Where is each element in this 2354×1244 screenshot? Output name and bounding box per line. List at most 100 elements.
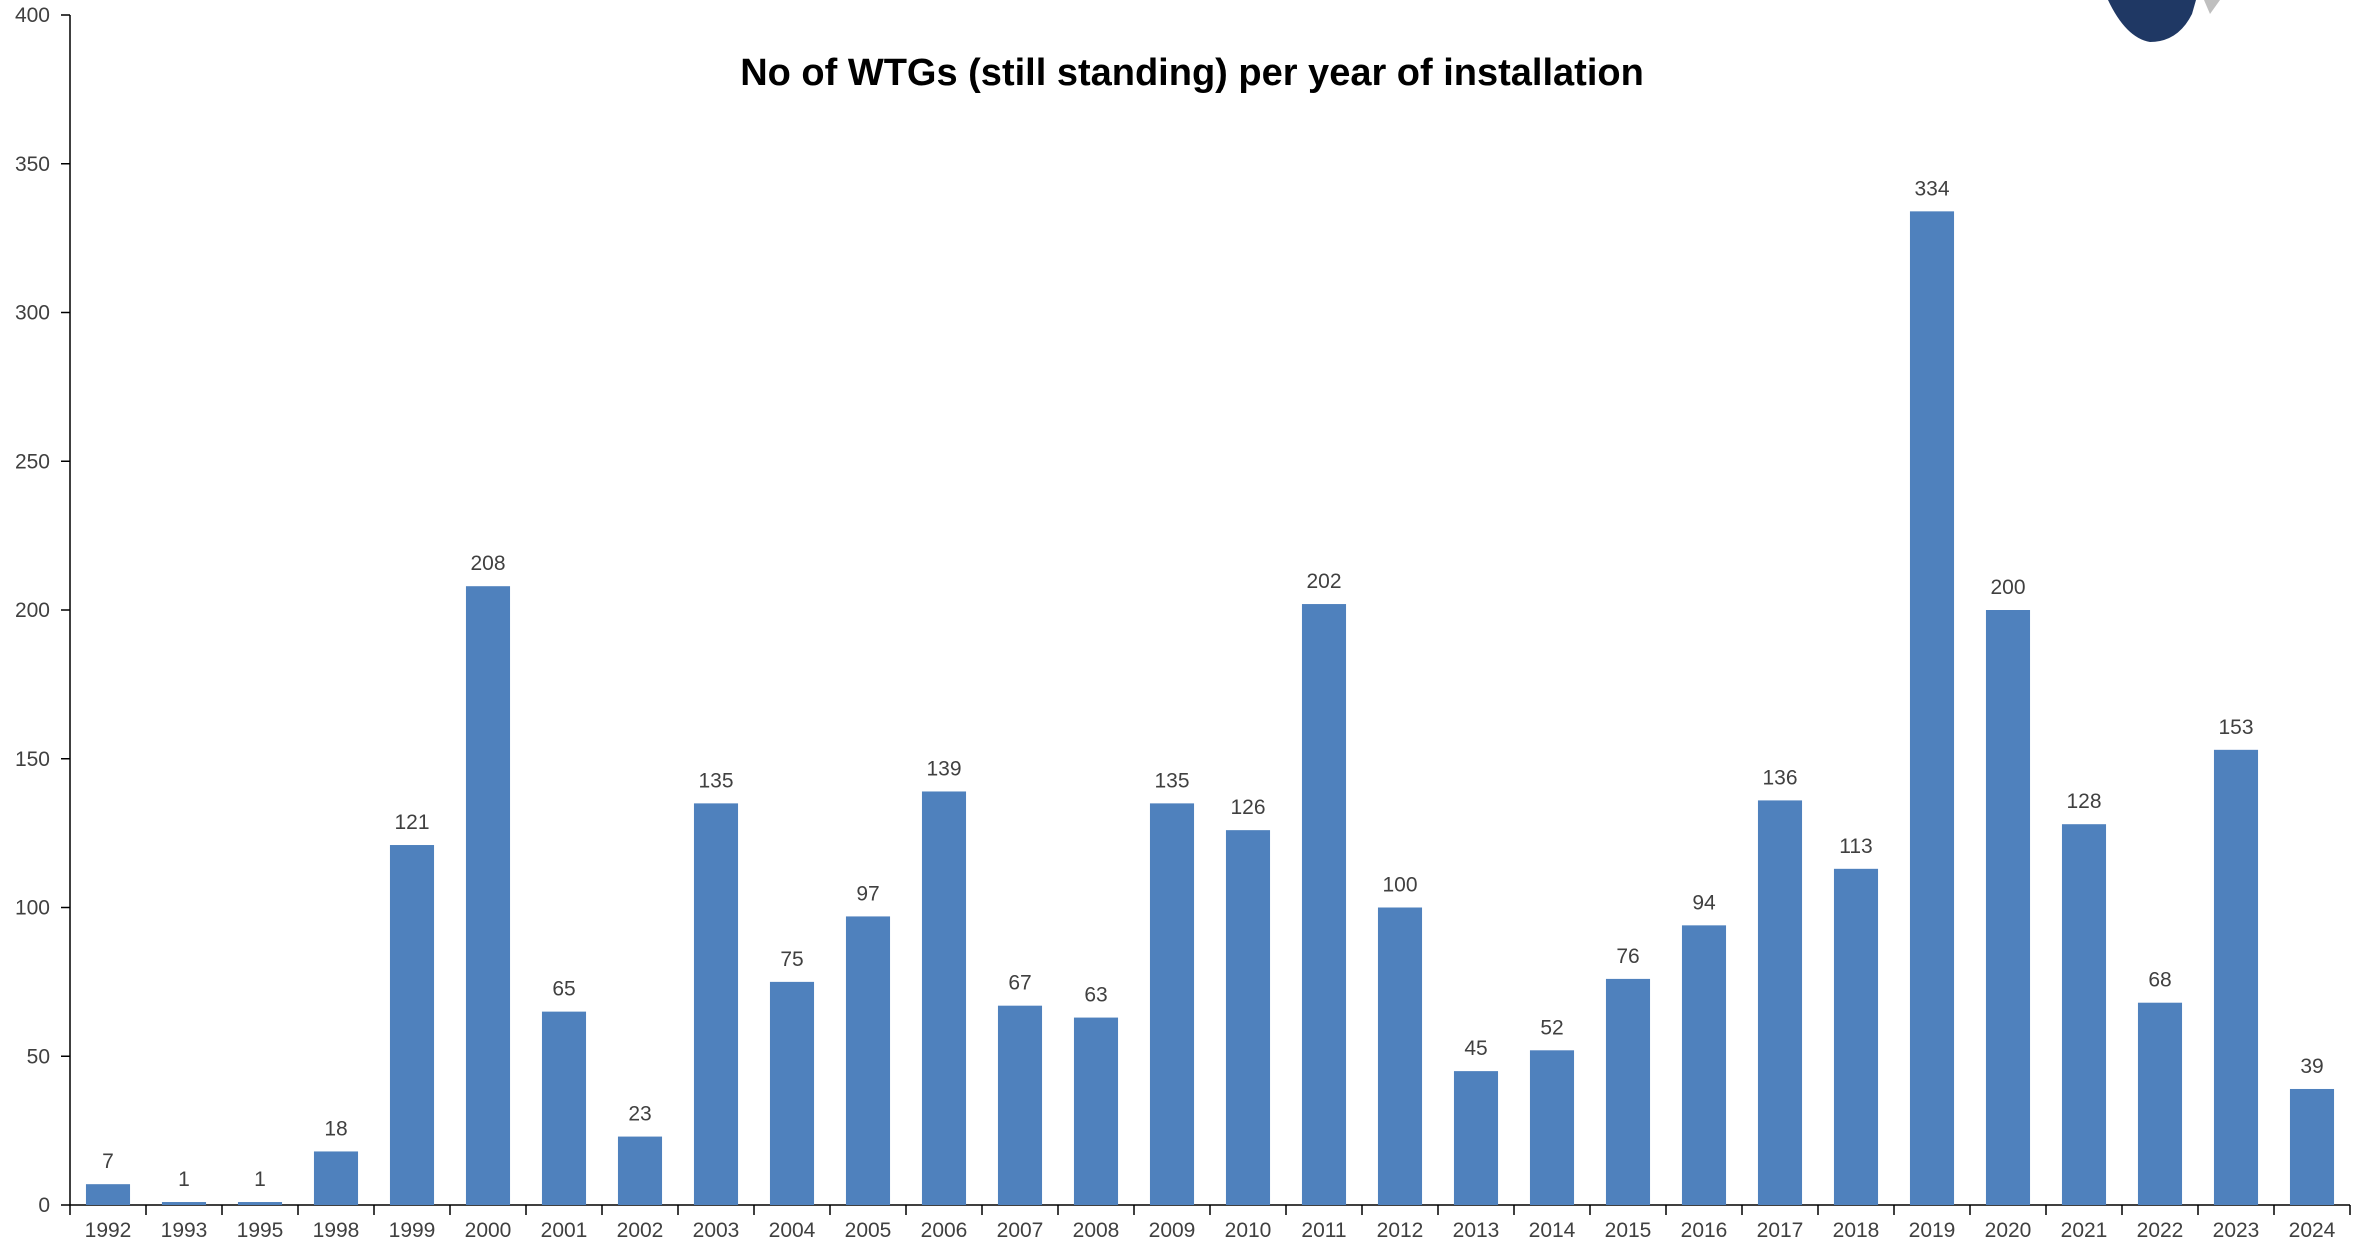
logo-shape-primary — [2108, 0, 2196, 42]
bar — [161, 1202, 207, 1205]
data-label: 39 — [2300, 1055, 2323, 1078]
data-label: 23 — [628, 1103, 651, 1126]
data-label: 94 — [1692, 891, 1716, 914]
bar — [2137, 1002, 2183, 1205]
data-label: 1 — [254, 1168, 266, 1191]
x-tick-label: 2003 — [693, 1219, 740, 1242]
y-tick-label: 50 — [27, 1045, 50, 1068]
x-tick-label: 2011 — [1301, 1219, 1346, 1242]
data-label: 45 — [1464, 1037, 1487, 1060]
bar — [1225, 830, 1271, 1205]
bar — [1377, 907, 1423, 1205]
logo-shape-secondary — [2204, 0, 2220, 14]
bar — [541, 1011, 587, 1205]
data-label: 63 — [1084, 984, 1107, 1007]
bar — [1681, 925, 1727, 1205]
x-tick-label: 2002 — [617, 1219, 664, 1242]
x-tick-label: 2023 — [2213, 1219, 2260, 1242]
bar — [1529, 1050, 1575, 1205]
bar — [693, 803, 739, 1205]
x-tick-label: 2004 — [769, 1219, 816, 1242]
data-label: 139 — [926, 757, 961, 780]
x-tick-label: 2021 — [2061, 1219, 2108, 1242]
data-label: 100 — [1382, 874, 1417, 897]
x-tick-label: 2009 — [1149, 1219, 1196, 1242]
data-label: 200 — [1990, 576, 2025, 599]
bar — [1909, 211, 1955, 1206]
bar — [1149, 803, 1195, 1205]
data-label: 128 — [2066, 790, 2101, 813]
data-label: 76 — [1616, 945, 1639, 968]
x-tick-label: 2000 — [465, 1219, 512, 1242]
data-label: 136 — [1762, 766, 1797, 789]
bar — [2061, 824, 2107, 1205]
bar — [465, 586, 511, 1205]
y-tick-label: 150 — [15, 748, 50, 771]
data-label: 208 — [470, 552, 505, 575]
bar — [85, 1184, 131, 1205]
data-label: 153 — [2218, 716, 2253, 739]
bar — [2289, 1088, 2335, 1205]
data-label: 75 — [780, 948, 803, 971]
x-tick-label: 1992 — [85, 1219, 132, 1242]
data-label: 97 — [856, 882, 879, 905]
data-label: 202 — [1306, 570, 1341, 593]
company-logo-icon — [2108, 0, 2220, 42]
data-label: 135 — [1154, 769, 1189, 792]
x-tick-label: 1995 — [237, 1219, 284, 1242]
bar — [921, 791, 967, 1205]
data-label: 65 — [552, 978, 575, 1001]
bar — [1757, 800, 1803, 1205]
x-tick-label: 2001 — [541, 1219, 588, 1242]
y-tick-label: 300 — [15, 302, 50, 325]
data-label: 52 — [1540, 1016, 1563, 1039]
data-label: 113 — [1839, 835, 1872, 858]
y-tick-label: 250 — [15, 450, 50, 473]
x-tick-label: 1999 — [389, 1219, 436, 1242]
data-label: 67 — [1008, 972, 1031, 995]
data-label: 7 — [102, 1150, 114, 1173]
data-label: 68 — [2148, 969, 2171, 992]
bar — [389, 845, 435, 1205]
bar — [1605, 978, 1651, 1205]
x-tick-label: 1993 — [161, 1219, 208, 1242]
x-tick-label: 2005 — [845, 1219, 892, 1242]
bar — [769, 981, 815, 1205]
bar — [2213, 749, 2259, 1205]
bar — [845, 916, 891, 1205]
x-tick-label: 2007 — [997, 1219, 1044, 1242]
x-tick-label: 2012 — [1377, 1219, 1424, 1242]
x-tick-label: 2019 — [1909, 1219, 1956, 1242]
data-label: 334 — [1914, 177, 1949, 200]
chart-title: No of WTGs (still standing) per year of … — [740, 52, 1644, 94]
x-tick-label: 1998 — [313, 1219, 360, 1242]
data-label: 126 — [1230, 796, 1265, 819]
plot-area: 0 50 100 150 200 250 300 350 400 7 1992 1 1993 1 1995 1… — [15, 4, 2351, 1242]
x-tick-label: 2013 — [1453, 1219, 1500, 1242]
x-tick-label: 2016 — [1681, 1219, 1728, 1242]
bar — [617, 1136, 663, 1205]
x-tick-label: 2022 — [2137, 1219, 2184, 1242]
bar — [1453, 1071, 1499, 1205]
y-tick-label: 100 — [15, 897, 50, 920]
bar — [313, 1151, 359, 1205]
x-tick-label: 2010 — [1225, 1219, 1272, 1242]
bar — [1301, 604, 1347, 1205]
data-label: 18 — [324, 1117, 347, 1140]
bar — [1073, 1017, 1119, 1205]
x-tick-label: 2014 — [1529, 1219, 1576, 1242]
data-label: 1 — [178, 1168, 190, 1191]
bar — [1985, 610, 2031, 1205]
x-tick-label: 2015 — [1605, 1219, 1652, 1242]
y-tick-label: 350 — [15, 153, 50, 176]
x-tick-label: 2006 — [921, 1219, 968, 1242]
y-tick-label: 0 — [38, 1194, 50, 1217]
data-label: 135 — [698, 769, 733, 792]
data-label: 121 — [394, 811, 429, 834]
y-tick-label: 200 — [15, 599, 50, 622]
bar — [997, 1005, 1043, 1205]
x-tick-label: 2008 — [1073, 1219, 1120, 1242]
bar — [1833, 868, 1879, 1205]
x-tick-label: 2017 — [1757, 1219, 1804, 1242]
